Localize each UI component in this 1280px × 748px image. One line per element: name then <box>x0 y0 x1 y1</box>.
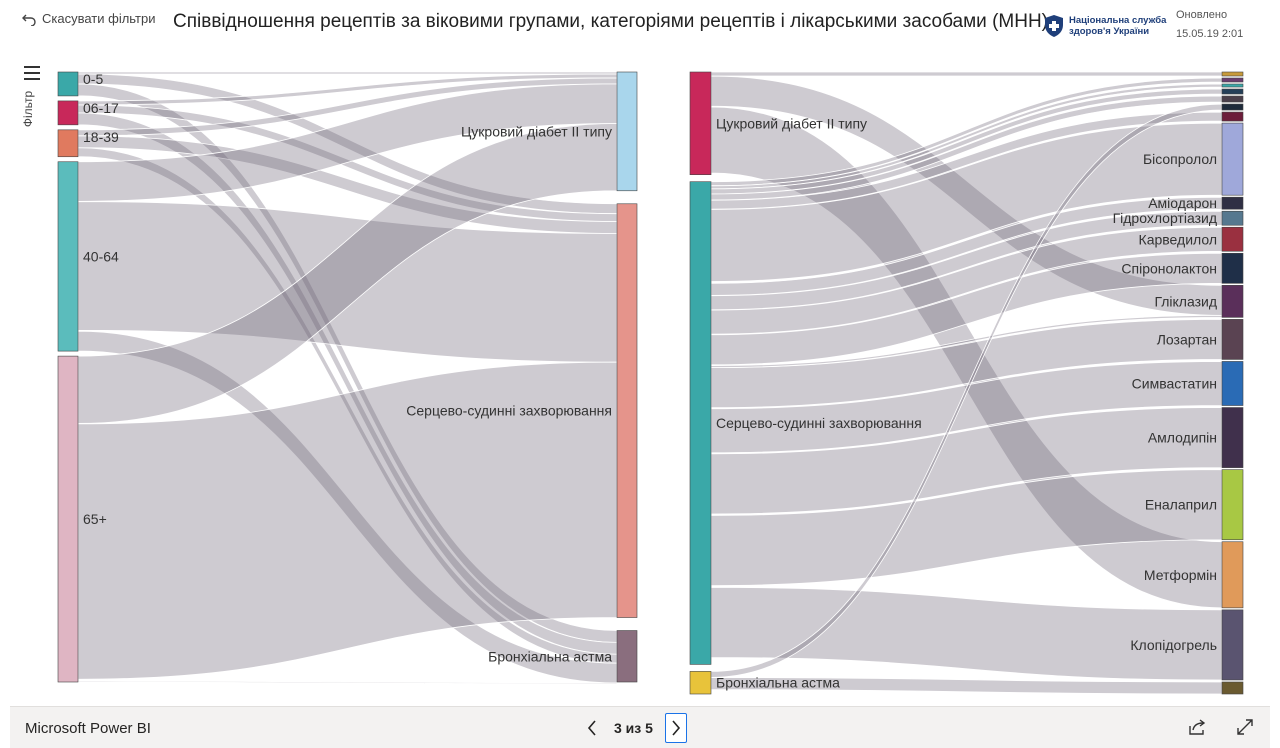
fullscreen-button[interactable] <box>1235 717 1255 737</box>
sankey-nodes: 0-5 06-17 18-39 40-64 65+ Цукровий діабет ІІ … <box>57 71 638 683</box>
sankey-node-right-amlo[interactable] <box>1221 407 1244 468</box>
page-title: Співвідношення рецептів за віковими груп… <box>173 11 1049 32</box>
nszu-logo: Національна служба здоров'я України <box>1044 14 1166 38</box>
sankey-node-label: Амлодипін <box>1148 430 1217 446</box>
sankey-chart-1: 0-5 06-17 18-39 40-64 65+ Цукровий діабет ІІ … <box>57 71 638 685</box>
sankey-node-right-amio[interactable] <box>1221 196 1244 210</box>
sankey-node-label: 0-5 <box>83 71 103 87</box>
sankey-node-right-diab[interactable] <box>616 71 638 192</box>
sankey-node-left-asthma[interactable] <box>689 671 712 695</box>
next-page-button[interactable] <box>664 713 687 743</box>
sankey-node-right-metf[interactable] <box>1221 541 1244 609</box>
sankey-node-right-spir[interactable] <box>1221 252 1244 284</box>
sankey-link-cardio-to-clop[interactable] <box>710 586 1223 681</box>
sankey-link-diab-to-d1[interactable] <box>710 71 1223 77</box>
sankey-node-label: Гідрохлортіазид <box>1113 210 1217 226</box>
sankey-node-left-0-5[interactable] <box>57 71 79 97</box>
updated-info: Оновлено 15.05.19 2:01 <box>1176 6 1243 44</box>
sankey-node-label: Гліклазид <box>1154 293 1217 309</box>
logo-line2: здоров'я України <box>1069 26 1150 37</box>
sankey-node-label: Бісопролол <box>1143 151 1217 167</box>
sankey-node-left-06-17[interactable] <box>57 100 79 126</box>
previous-page-button[interactable] <box>582 714 602 742</box>
expand-icon <box>1237 719 1253 735</box>
undo-filters-label: Скасувати фільтри <box>42 11 156 26</box>
sankey-node-right-salb[interactable] <box>1221 681 1244 695</box>
sankey-link-65-to-asthma[interactable] <box>77 680 618 685</box>
sankey-node-label: Карведилол <box>1139 231 1217 247</box>
sankey-node-label: 65+ <box>83 511 107 527</box>
sankey-node-label: Серцево-судинні захворювання <box>406 403 612 419</box>
sankey-node-left-65[interactable] <box>57 355 79 683</box>
sankey-node-right-asthma[interactable] <box>616 630 638 683</box>
report-header: Скасувати фільтри Співвідношення рецепті… <box>0 0 1280 52</box>
sankey-node-right-d7[interactable] <box>1221 111 1244 122</box>
sankey-node-label: Бронхіальна астма <box>716 675 840 691</box>
sankey-node-right-d2[interactable] <box>1221 77 1244 83</box>
sankey-link-0-5-to-diab[interactable] <box>77 71 618 75</box>
sankey-links <box>710 71 1223 695</box>
sankey-node-label: 40-64 <box>83 248 119 264</box>
sankey-node-right-enal[interactable] <box>1221 469 1244 541</box>
sankey-node-label: Лозартан <box>1157 331 1217 347</box>
hamburger-icon <box>24 66 40 84</box>
sankey-node-right-bis[interactable] <box>1221 122 1244 196</box>
sankey-node-right-d3[interactable] <box>1221 83 1244 88</box>
sankey-node-right-clop[interactable] <box>1221 609 1244 681</box>
sankey-node-label: Спіронолактон <box>1121 260 1217 276</box>
sankey-node-right-d6[interactable] <box>1221 103 1244 111</box>
shield-icon <box>1045 15 1063 37</box>
sankey-node-label: Бронхіальна астма <box>488 648 612 664</box>
sankey-chart-2: Цукровий діабет ІІ типу Серцево-судинні з… <box>689 71 1244 695</box>
chevron-right-icon <box>672 720 680 736</box>
sankey-node-label: Цукровий діабет ІІ типу <box>716 115 867 131</box>
sankey-node-label: Серцево-судинні захворювання <box>716 415 922 431</box>
sankey-node-label: Клопідогрель <box>1130 637 1217 653</box>
sankey-links <box>77 71 618 685</box>
sankey-node-right-d1[interactable] <box>1221 71 1244 77</box>
filter-pane-toggle[interactable]: Фільтр <box>21 64 44 134</box>
sankey-node-right-d5[interactable] <box>1221 95 1244 103</box>
updated-value: 15.05.19 2:01 <box>1176 28 1244 40</box>
chevron-left-icon <box>587 720 596 736</box>
sankey-node-left-40-64[interactable] <box>57 161 79 352</box>
powerbi-brand: Microsoft Power BI <box>25 720 151 737</box>
updated-label: Оновлено <box>1176 9 1228 21</box>
sankey-node-label: Метформін <box>1144 567 1217 583</box>
sankey-node-label: Аміодарон <box>1148 195 1217 211</box>
sankey-node-right-d4[interactable] <box>1221 88 1244 95</box>
logo-line1: Національна служба <box>1069 15 1167 26</box>
sankey-node-right-cardio[interactable] <box>616 203 638 618</box>
sankey-node-label: Цукровий діабет ІІ типу <box>461 123 612 139</box>
powerbi-footer: Microsoft Power BI 3 из 5 <box>10 706 1270 748</box>
sankey-node-left-cardio[interactable] <box>689 181 712 665</box>
sankey-visuals: 0-5 06-17 18-39 40-64 65+ Цукровий діабет ІІ … <box>57 71 1244 695</box>
sankey-node-right-simv[interactable] <box>1221 361 1244 406</box>
sankey-node-right-carv[interactable] <box>1221 226 1244 252</box>
undo-icon <box>22 14 36 26</box>
page-indicator: 3 из 5 <box>614 720 653 736</box>
share-icon <box>1189 719 1206 735</box>
sankey-node-label: 06-17 <box>83 100 119 116</box>
sankey-node-left-18-39[interactable] <box>57 129 79 158</box>
sankey-node-right-losa[interactable] <box>1221 319 1244 360</box>
sankey-node-right-hct[interactable] <box>1221 210 1244 226</box>
undo-filters-button[interactable]: Скасувати фільтри <box>22 11 156 26</box>
sankey-node-label: Еналаприл <box>1145 497 1217 513</box>
page-navigator: 3 из 5 <box>582 713 687 743</box>
sankey-node-left-diab[interactable] <box>689 71 712 176</box>
sankey-node-label: 18-39 <box>83 129 119 145</box>
sankey-node-label: Симвастатин <box>1132 375 1217 391</box>
sankey-nodes: Цукровий діабет ІІ типу Серцево-судинні з… <box>689 71 1244 695</box>
share-button[interactable] <box>1187 717 1207 737</box>
sankey-node-right-glic[interactable] <box>1221 285 1244 318</box>
